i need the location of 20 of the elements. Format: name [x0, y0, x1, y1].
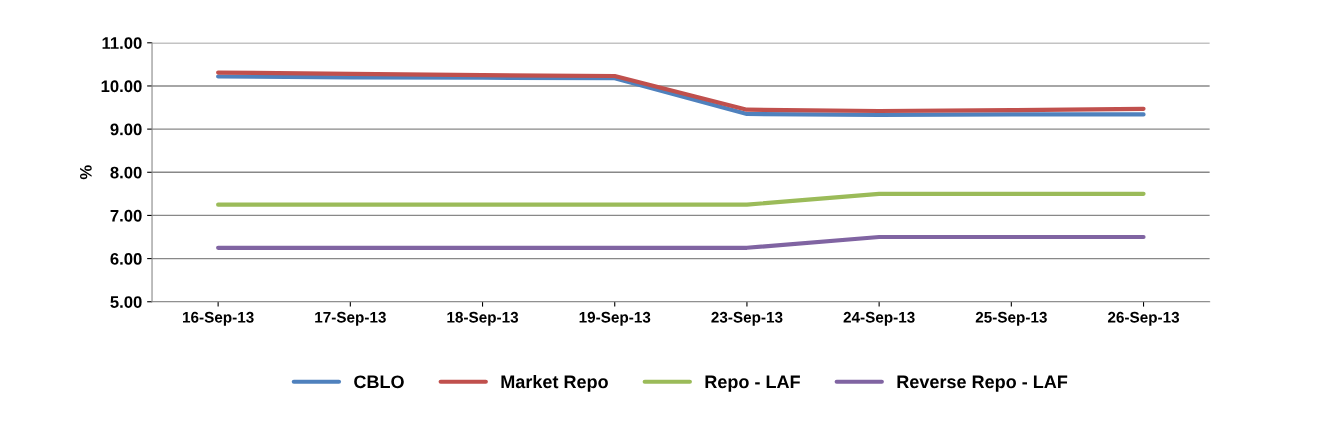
- y-tick-label: 9.00: [110, 123, 142, 136]
- legend-label: Market Repo: [501, 374, 608, 392]
- y-tick-label: 7.00: [110, 209, 142, 222]
- legend-label: Repo - LAF: [705, 375, 800, 392]
- y-tick-label: 6.00: [110, 252, 142, 265]
- y-tick-label: 10.00: [101, 80, 142, 93]
- y-tick-label: 11.00: [102, 37, 142, 49]
- x-tick-label: 16-Sep-13: [183, 311, 254, 326]
- x-tick-label: 23-Sep-13: [711, 311, 783, 326]
- x-tick-label: 24-Sep-13: [843, 311, 915, 326]
- y-axis-title: %: [79, 165, 92, 180]
- legend-label: Reverse Repo - LAF: [897, 375, 1068, 392]
- x-tick-label: 19-Sep-13: [579, 311, 651, 326]
- x-tick-label: 18-Sep-13: [447, 311, 519, 326]
- y-tick-label: 8.00: [110, 166, 142, 179]
- x-tick-label: 26-Sep-13: [1107, 311, 1180, 326]
- y-tick-label: 5.00: [110, 296, 142, 308]
- legend-label: CBLO: [354, 375, 404, 389]
- x-tick-label: 25-Sep-13: [975, 311, 1047, 326]
- x-tick-label: 17-Sep-13: [315, 311, 386, 326]
